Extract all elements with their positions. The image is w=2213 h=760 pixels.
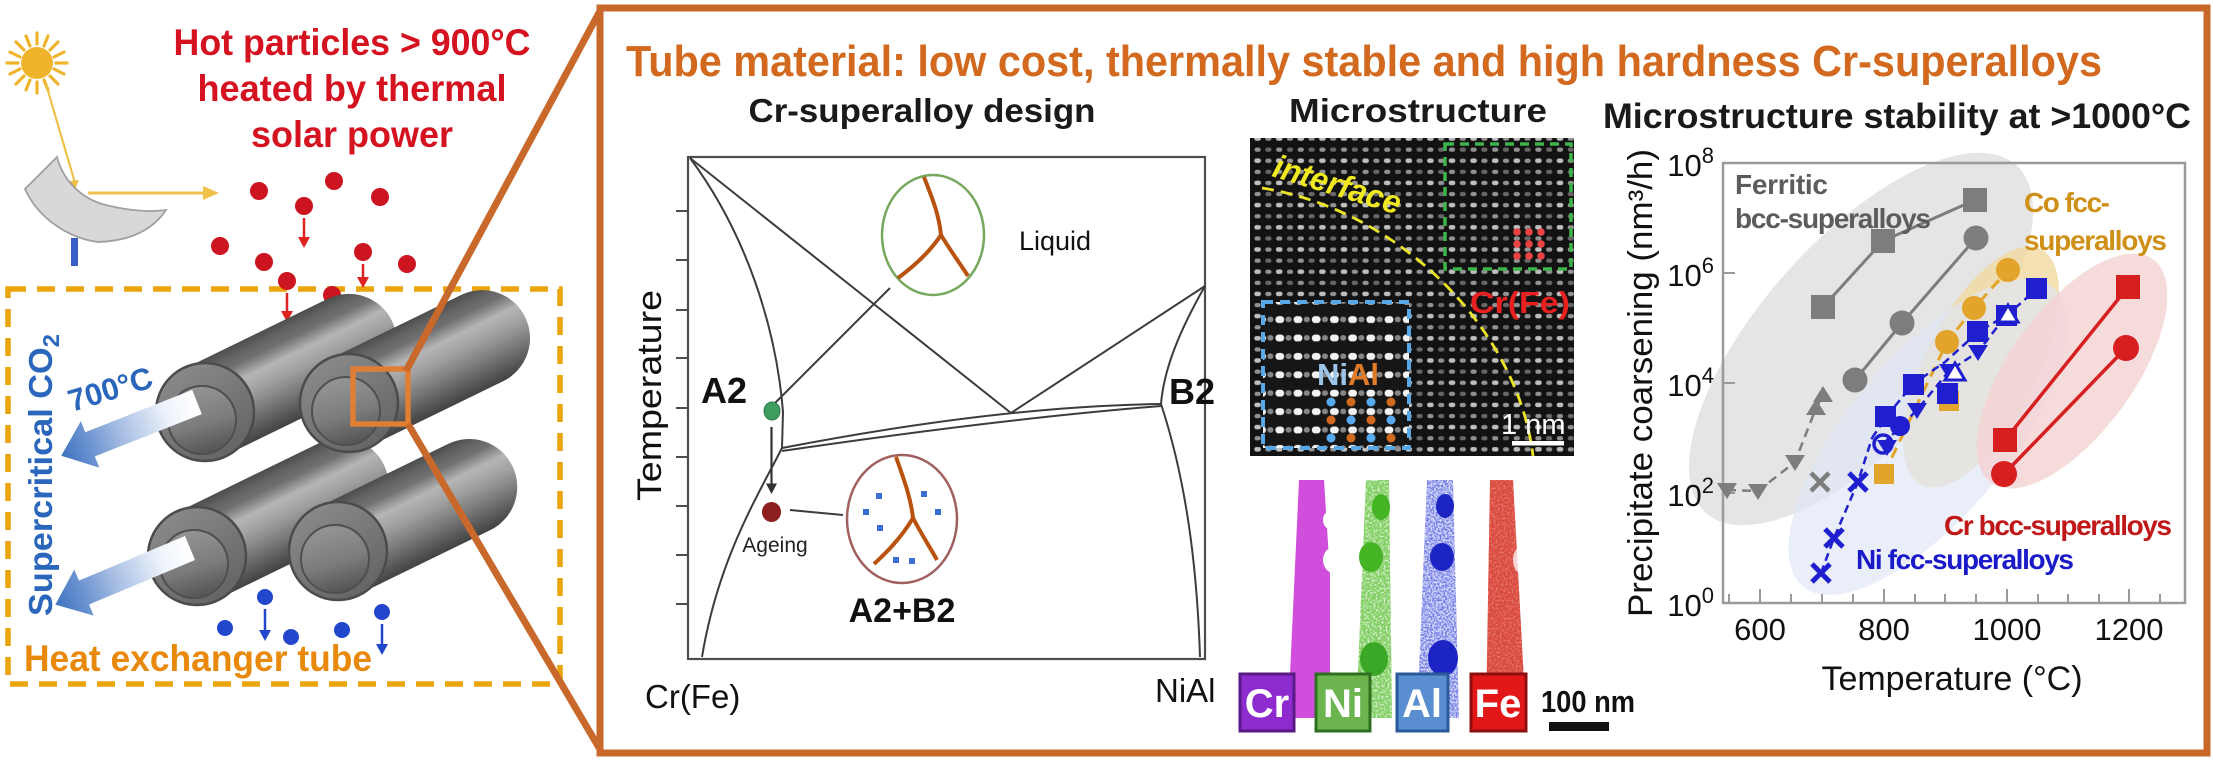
- svg-text:Ageing: Ageing: [742, 534, 807, 557]
- svg-text:bcc-superalloys: bcc-superalloys: [1735, 203, 1931, 234]
- svg-text:Al: Al: [1402, 682, 1442, 726]
- svg-text:solar power: solar power: [251, 114, 453, 155]
- svg-text:100 nm: 100 nm: [1541, 684, 1635, 719]
- svg-text:1200: 1200: [2095, 612, 2164, 647]
- svg-text:Ferritic: Ferritic: [1735, 169, 1828, 200]
- svg-text:Microstructure stability at >1: Microstructure stability at >1000°C: [1603, 97, 2191, 136]
- svg-text:Heat exchanger tube: Heat exchanger tube: [24, 638, 372, 679]
- svg-text:Cr(Fe): Cr(Fe): [645, 678, 740, 715]
- svg-text:Cr bcc-superalloys: Cr bcc-superalloys: [1944, 510, 2172, 541]
- svg-text:NiAl: NiAl: [1155, 672, 1216, 709]
- svg-text:Tube material: low cost, therm: Tube material: low cost, thermally stabl…: [626, 37, 2102, 86]
- svg-text:heated by thermal: heated by thermal: [198, 68, 507, 109]
- svg-text:1000: 1000: [1973, 612, 2042, 647]
- svg-text:Hot particles > 900°C: Hot particles > 900°C: [174, 22, 531, 63]
- svg-text:Cr(Fe): Cr(Fe): [1470, 285, 1570, 320]
- svg-text:Ni: Ni: [1323, 682, 1363, 726]
- svg-text:Microstructure: Microstructure: [1289, 92, 1547, 129]
- svg-text:Cr: Cr: [1245, 682, 1289, 726]
- svg-text:Temperature (°C): Temperature (°C): [1821, 660, 2082, 698]
- svg-text:Cr-superalloy design: Cr-superalloy design: [749, 92, 1096, 129]
- svg-text:Ni fcc-superalloys: Ni fcc-superalloys: [1856, 544, 2074, 575]
- svg-text:A2+B2: A2+B2: [849, 592, 956, 630]
- svg-text:Precipitate coarsening (nm³/h): Precipitate coarsening (nm³/h): [1622, 149, 1660, 617]
- svg-text:600: 600: [1734, 612, 1786, 647]
- svg-text:B2: B2: [1169, 371, 1215, 412]
- svg-text:superalloys: superalloys: [2024, 225, 2167, 256]
- svg-text:NiAl: NiAl: [1317, 357, 1379, 392]
- svg-text:Supercritical CO2: Supercritical CO2: [22, 334, 64, 616]
- svg-text:Temperature: Temperature: [631, 290, 669, 501]
- svg-text:Liquid: Liquid: [1019, 226, 1091, 256]
- svg-text:Fe: Fe: [1475, 682, 1522, 726]
- svg-text:Co fcc-: Co fcc-: [2024, 187, 2110, 218]
- svg-text:1 nm: 1 nm: [1501, 409, 1565, 441]
- svg-text:800: 800: [1858, 612, 1910, 647]
- svg-text:A2: A2: [701, 370, 747, 411]
